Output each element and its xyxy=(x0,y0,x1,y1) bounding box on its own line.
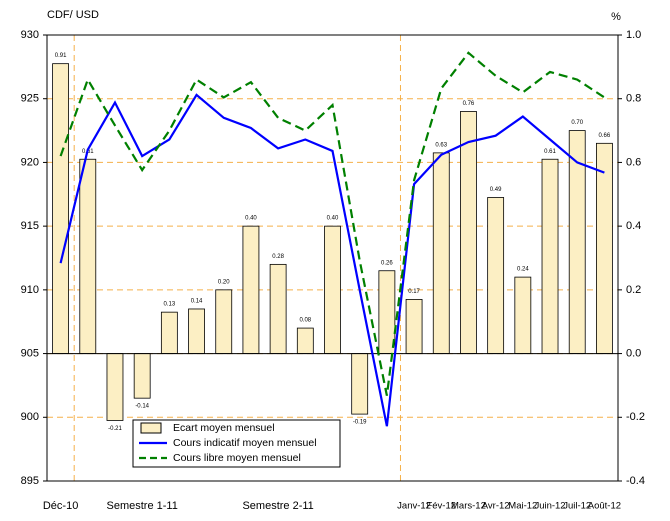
value-label: 0.40 xyxy=(245,216,257,222)
legend-label: Cours indicatif moyen mensuel xyxy=(173,437,317,449)
y2-tick-label: 0.6 xyxy=(626,156,641,168)
bar xyxy=(541,158,559,354)
legend-swatch xyxy=(140,422,162,434)
value-label: 0.24 xyxy=(517,267,529,273)
y2-tick-label: 0.2 xyxy=(626,284,641,296)
value-label: 0.66 xyxy=(599,133,611,139)
bar xyxy=(378,270,396,354)
x-tick-label: Août-12 xyxy=(588,501,621,512)
x-tick-label: Semestre 1-11 xyxy=(107,500,178,512)
x-tick-label: Semestre 2-11 xyxy=(242,500,313,512)
bar xyxy=(324,225,341,354)
bar xyxy=(596,142,613,354)
bar xyxy=(188,308,205,354)
x-tick-label: Avr-12 xyxy=(482,501,510,512)
bar xyxy=(160,311,178,354)
x-tick-label: Mai-12 xyxy=(508,501,537,512)
bar xyxy=(133,353,151,399)
value-label: -0.21 xyxy=(108,426,122,432)
value-label: 0.26 xyxy=(381,260,393,266)
y-tick-label: 920 xyxy=(21,156,39,168)
y-tick-label: 930 xyxy=(21,29,39,41)
y2-tick-label: 1.0 xyxy=(626,29,641,41)
x-tick-label: Juin-12 xyxy=(534,501,565,512)
y-axis-label: CDF/ USD xyxy=(47,9,99,21)
value-label: 0.17 xyxy=(408,289,420,295)
value-label: 0.70 xyxy=(571,120,583,126)
value-label: 0.63 xyxy=(435,142,447,148)
bar xyxy=(487,197,505,354)
plot-frame xyxy=(46,34,619,482)
bar xyxy=(215,289,233,354)
y2-tick-label: -0.4 xyxy=(626,475,645,487)
value-label: 0.14 xyxy=(191,299,203,305)
bar xyxy=(405,299,423,354)
legend-label: Cours libre moyen mensuel xyxy=(173,452,301,464)
value-label: 0.20 xyxy=(218,279,230,285)
bar xyxy=(269,263,287,354)
y-tick-label: 910 xyxy=(21,284,39,296)
legend-label: Ecart moyen mensuel xyxy=(173,422,275,434)
y-tick-label: 895 xyxy=(21,475,39,487)
bar xyxy=(106,353,124,421)
bar xyxy=(296,327,314,354)
x-tick-label: Déc-10 xyxy=(43,500,78,512)
y2-axis-label: % xyxy=(611,11,621,23)
y-tick-label: 925 xyxy=(21,93,39,105)
x-tick-label: Janv-12 xyxy=(397,501,431,512)
y2-tick-label: 0.8 xyxy=(626,93,641,105)
y2-tick-label: 0.4 xyxy=(626,220,641,232)
line xyxy=(59,93,605,427)
y-tick-label: 915 xyxy=(21,220,39,232)
x-tick-label: Mars-12 xyxy=(451,501,486,512)
bar xyxy=(514,276,532,354)
bar xyxy=(460,111,477,354)
value-label: 0.76 xyxy=(463,101,475,107)
line xyxy=(59,51,606,396)
y2-tick-label: 0.0 xyxy=(626,347,641,359)
value-label: 0.08 xyxy=(299,318,311,324)
value-label: -0.19 xyxy=(353,420,367,426)
y-tick-label: 900 xyxy=(21,411,39,423)
value-label: 0.28 xyxy=(272,254,284,260)
bar xyxy=(432,152,450,354)
x-tick-label: Juil-12 xyxy=(563,501,591,512)
value-label: 0.49 xyxy=(490,187,502,193)
legend-box xyxy=(132,419,341,468)
x-tick-label: Fév-12 xyxy=(426,501,456,512)
value-label: 0.40 xyxy=(327,216,339,222)
bar xyxy=(351,353,369,415)
y2-tick-label: -0.2 xyxy=(626,411,645,423)
value-label: 0.91 xyxy=(55,53,67,59)
bar xyxy=(79,158,97,354)
value-label: 0.13 xyxy=(164,302,176,308)
bar xyxy=(242,225,260,354)
value-label: -0.14 xyxy=(135,404,149,410)
y-tick-label: 905 xyxy=(21,347,39,359)
bar xyxy=(52,63,69,354)
value-label: 0.61 xyxy=(544,149,556,155)
